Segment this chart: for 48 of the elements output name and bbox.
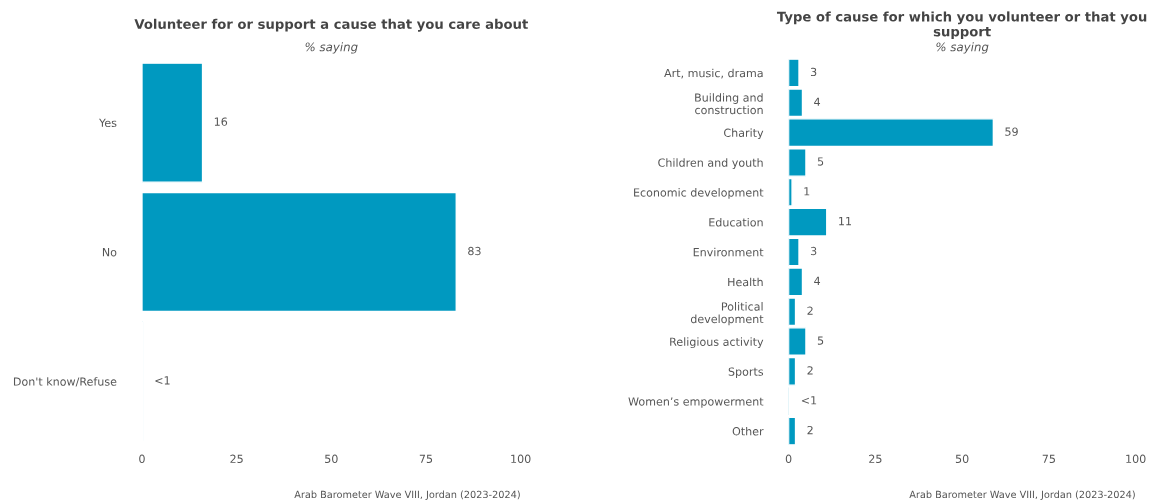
x-tick-label: 100	[511, 454, 531, 463]
data-label: 59	[1005, 127, 1018, 136]
x-tick-label: 25	[869, 454, 882, 463]
data-label: 16	[214, 117, 228, 126]
x-tick-label: 75	[1042, 454, 1055, 463]
data-label: 2	[807, 366, 813, 375]
y-tick-label: Education	[709, 217, 763, 227]
data-label: 4	[814, 276, 821, 285]
data-label: 5	[817, 336, 824, 345]
y-tick-label: Sports	[728, 367, 764, 378]
y-tick-label: Building and construction	[695, 93, 763, 115]
data-label: 4	[814, 97, 821, 106]
data-label: 3	[810, 246, 817, 256]
data-label: 1	[804, 187, 810, 196]
x-tick-label: 50	[325, 454, 338, 463]
chart-title: Volunteer for or support a cause that you care about	[134, 18, 528, 32]
data-label: <1	[801, 396, 817, 405]
x-tick-label: 0	[139, 454, 145, 463]
text: Arab Barometer Wave VIII, Jordan (2023-2024)	[294, 490, 520, 500]
y-tick-label: Environment	[693, 247, 764, 257]
x-tick-label: 100	[1126, 454, 1146, 463]
data-label: 11	[839, 217, 851, 226]
text: Arab Barometer Wave VIII, Jordan (2023-2024)	[909, 490, 1135, 500]
y-tick-label: Political development	[690, 302, 764, 326]
data-label: 2	[807, 306, 813, 315]
data-label: 2	[807, 425, 813, 435]
y-tick-label: Don't know/Refuse	[13, 377, 117, 387]
chart-subtitle: % saying	[305, 42, 358, 54]
chart-subtitle: % saying	[936, 42, 989, 54]
chart-title: Type of cause for which you volunteer or that you support	[776, 11, 1147, 40]
y-tick-label: Art, music, drama	[664, 68, 763, 79]
y-tick-label: Religious activity	[670, 337, 764, 349]
y-tick-label: Yes	[99, 118, 117, 128]
x-tick-label: 50	[955, 454, 969, 463]
data-label: 5	[817, 157, 824, 166]
y-tick-label: Other	[732, 426, 764, 436]
y-tick-label: No	[102, 248, 117, 257]
data-label: 3	[810, 67, 817, 77]
y-tick-label: Economic development	[634, 188, 764, 199]
x-tick-label: 25	[230, 454, 243, 463]
data-label: 83	[468, 246, 481, 256]
y-tick-label: Children and youth	[658, 158, 763, 169]
y-tick-label: Charity	[724, 128, 764, 140]
data-label: <1	[155, 376, 170, 385]
y-tick-label: Women’s empowerment	[628, 397, 764, 408]
x-tick-label: 0	[785, 454, 792, 463]
y-tick-label: Health	[728, 277, 763, 287]
x-tick-label: 75	[419, 454, 433, 463]
